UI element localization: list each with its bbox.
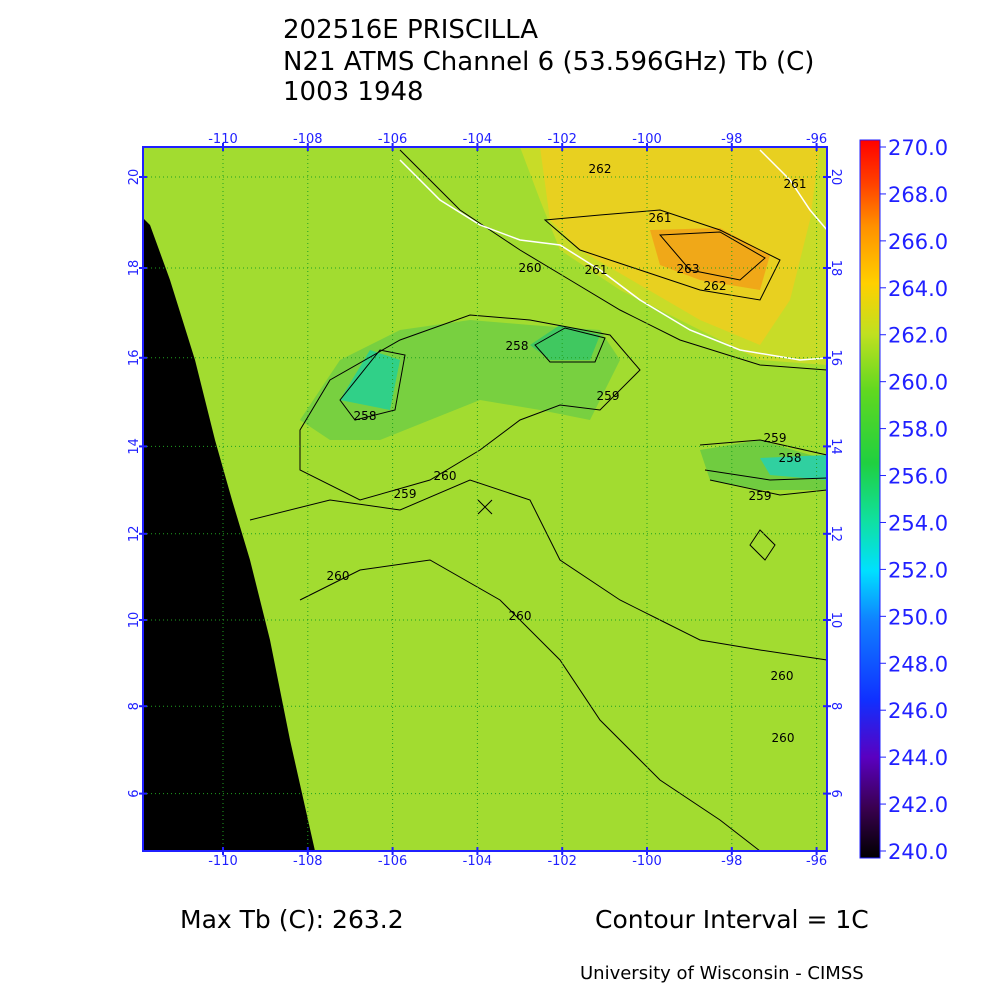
title-line: 1003 1948 <box>283 77 424 107</box>
contour-label: 262 <box>589 162 612 176</box>
cold-spot <box>340 350 400 410</box>
contour-interval: Contour Interval = 1C <box>595 905 869 934</box>
lon-label: -100 <box>632 132 662 147</box>
contour-label: 259 <box>764 431 787 445</box>
map-image <box>143 147 828 852</box>
coastline <box>759 149 828 231</box>
contour-label: 260 <box>509 609 532 623</box>
contour-label: 260 <box>771 669 794 683</box>
contours <box>249 149 828 852</box>
contour-label: 261 <box>784 177 807 191</box>
lat-label: 10 <box>828 612 843 629</box>
contour-label: 258 <box>779 451 802 465</box>
colorbar-label: 254.0 <box>888 511 948 535</box>
contour-label: 261 <box>649 211 672 225</box>
colorbar-label: 258.0 <box>888 418 948 442</box>
colorbar-label: 240.0 <box>888 840 948 864</box>
contour-label: 261 <box>585 263 608 277</box>
colorbar-label: 266.0 <box>888 230 948 254</box>
colorbar-label: 270.0 <box>888 136 948 160</box>
colorbar-label: 264.0 <box>888 277 948 301</box>
contour-label: 258 <box>354 409 377 423</box>
lat-label: 18 <box>828 260 843 277</box>
lat-label: 18 <box>127 260 142 277</box>
colorbar-label: 256.0 <box>888 465 948 489</box>
contour-label: 260 <box>772 731 795 745</box>
contour-label: 260 <box>434 469 457 483</box>
lat-label: 8 <box>828 702 843 710</box>
contour-label: 263 <box>677 262 700 276</box>
title-line: N21 ATMS Channel 6 (53.596GHz) Tb (C) <box>283 47 814 77</box>
contour-label: 258 <box>506 339 529 353</box>
contour-label: 260 <box>327 569 350 583</box>
lon-label: -102 <box>547 132 577 147</box>
colorbar-label: 252.0 <box>888 558 948 582</box>
lat-label: 16 <box>828 350 843 367</box>
no-data-region <box>143 218 315 851</box>
colorbar-label: 248.0 <box>888 652 948 676</box>
contour-labels: 262 261 261 263 262 260 261 258 259 258 259 260 259 2… <box>327 162 807 745</box>
lat-label: 12 <box>127 526 142 543</box>
contour-label: 259 <box>394 487 417 501</box>
lon-label: -110 <box>208 132 238 147</box>
credit: University of Wisconsin - CIMSS <box>580 963 864 984</box>
lon-label: -98 <box>721 854 742 869</box>
lat-label: 16 <box>127 350 142 367</box>
lat-label: 20 <box>828 169 843 186</box>
lon-label: -100 <box>632 854 662 869</box>
lat-label: 14 <box>127 438 142 455</box>
lon-label: -108 <box>293 132 323 147</box>
lon-label: -110 <box>208 854 238 869</box>
contour-label: 259 <box>597 389 620 403</box>
cold-spot <box>760 455 827 480</box>
map-frame <box>142 146 828 852</box>
colorbar-label: 242.0 <box>888 793 948 817</box>
axes: -110 -110 -108 -108 -106 -106 -104 -104 -102 -102… <box>127 132 843 869</box>
lat-label: 12 <box>828 526 843 543</box>
lat-label: 6 <box>828 789 843 797</box>
colorbar-label: 244.0 <box>888 746 948 770</box>
lon-label: -96 <box>806 132 827 147</box>
lon-label: -104 <box>463 132 493 147</box>
lat-label: 10 <box>127 612 142 629</box>
title-line: 202516E PRISCILLA <box>283 15 538 45</box>
coastline <box>399 159 828 361</box>
lon-label: -108 <box>293 854 323 869</box>
cool-zone <box>700 440 827 490</box>
lat-label: 8 <box>127 702 142 710</box>
cold-spot <box>530 325 600 360</box>
colorbar-label: 250.0 <box>888 605 948 629</box>
lat-label: 6 <box>127 789 142 797</box>
colorbar-label: 246.0 <box>888 699 948 723</box>
contour-label: 260 <box>519 261 542 275</box>
lon-label: -104 <box>463 854 493 869</box>
contour-label: 262 <box>704 279 727 293</box>
contour-label: 259 <box>749 489 772 503</box>
colorbar <box>859 139 881 859</box>
lat-label: 20 <box>127 169 142 186</box>
lon-label: -106 <box>378 854 408 869</box>
lon-label: -102 <box>547 854 577 869</box>
colorbar-label: 260.0 <box>888 371 948 395</box>
lon-label: -106 <box>378 132 408 147</box>
lon-label: -96 <box>806 854 827 869</box>
colorbar-ticks: 270.0 268.0 266.0 264.0 262.0 260.0 258.0 256.0… <box>880 136 948 864</box>
lon-label: -98 <box>721 132 742 147</box>
lat-label: 14 <box>828 438 843 455</box>
colorbar-label: 268.0 <box>888 183 948 207</box>
max-tb: Max Tb (C): 263.2 <box>180 905 404 934</box>
graticule <box>143 147 827 851</box>
storm-center <box>477 499 493 515</box>
colorbar-label: 262.0 <box>888 324 948 348</box>
